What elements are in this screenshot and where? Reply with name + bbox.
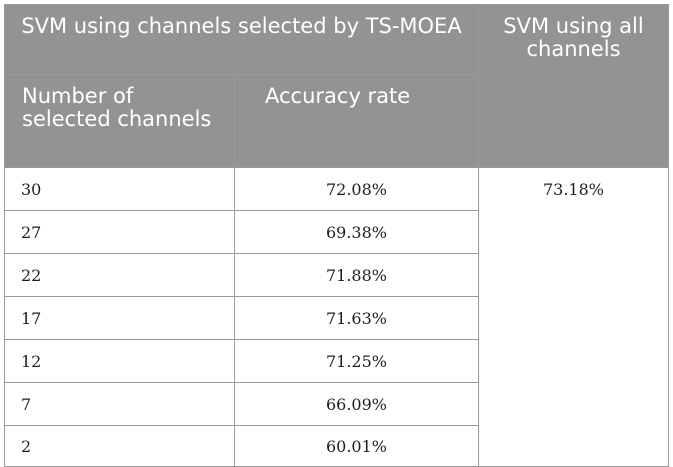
cell-accuracy: 71.25% <box>234 339 479 383</box>
header-row-sub: Number of selected channels Accuracy rat… <box>4 74 669 168</box>
results-table: SVM using channels selected by TS-MOEA S… <box>4 4 669 467</box>
table-row: 12 71.25% <box>4 339 669 383</box>
table-header: SVM using channels selected by TS-MOEA S… <box>4 4 669 168</box>
cell-accuracy: 72.08% <box>234 167 479 211</box>
header-all-channels: SVM using all channels <box>478 4 669 168</box>
cell-accuracy: 66.09% <box>234 382 479 426</box>
cell-channel-count: 30 <box>4 167 235 211</box>
cell-channel-count: 12 <box>4 339 235 383</box>
table-row: 27 69.38% <box>4 210 669 254</box>
table-body: 30 72.08% 73.18% 27 69.38% 22 71.88% 17 … <box>4 167 669 467</box>
table-row: 22 71.88% <box>4 253 669 297</box>
cell-channel-count: 7 <box>4 382 235 426</box>
table-row: 30 72.08% 73.18% <box>4 167 669 467</box>
cell-accuracy: 71.63% <box>234 296 479 340</box>
cell-accuracy: 69.38% <box>234 210 479 254</box>
cell-accuracy: 60.01% <box>234 425 479 467</box>
cell-channel-count: 22 <box>4 253 235 297</box>
header-ts-moea-group: SVM using channels selected by TS-MOEA <box>4 4 479 75</box>
header-accuracy-rate: Accuracy rate <box>234 74 479 168</box>
cell-channel-count: 17 <box>4 296 235 340</box>
cell-accuracy: 71.88% <box>234 253 479 297</box>
cell-all-channels-accuracy: 73.18% <box>478 167 669 467</box>
header-row-group: SVM using channels selected by TS-MOEA S… <box>4 4 669 168</box>
header-number-of-channels: Number of selected channels <box>4 74 235 168</box>
table-row: 2 60.01% <box>4 425 669 467</box>
cell-channel-count: 27 <box>4 210 235 254</box>
table-row: 7 66.09% <box>4 382 669 426</box>
cell-channel-count: 2 <box>4 425 235 467</box>
